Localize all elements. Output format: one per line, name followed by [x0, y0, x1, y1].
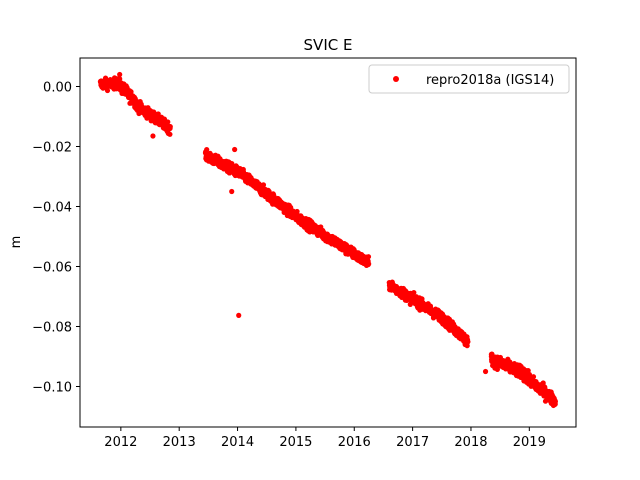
y-tick-label: 0.00: [43, 81, 72, 96]
data-point: [552, 398, 559, 405]
y-axis-label: m: [9, 236, 24, 249]
data-point: [482, 368, 489, 375]
x-tick-label: 2013: [163, 435, 196, 450]
data-point: [167, 131, 173, 137]
y-tick-label: −0.06: [32, 261, 72, 276]
y-tick-label: −0.02: [32, 141, 72, 156]
data-point: [232, 146, 238, 153]
x-tick-label: 2016: [338, 435, 371, 450]
data-points: [97, 71, 559, 409]
x-tick-label: 2015: [279, 435, 312, 450]
data-point: [204, 147, 210, 153]
data-point: [229, 188, 235, 195]
legend: repro2018a (IGS14): [368, 64, 570, 94]
y-tick-label: −0.04: [32, 201, 72, 216]
x-tick-label: 2019: [513, 435, 546, 450]
data-point: [411, 289, 417, 296]
x-tick-label: 2014: [221, 435, 254, 450]
legend-entry-label: repro2018a (IGS14): [426, 73, 554, 88]
data-point: [366, 261, 372, 267]
x-tick-label: 2018: [454, 435, 487, 450]
chart-title: SVIC E: [304, 36, 353, 54]
plot-frame: [79, 57, 577, 428]
data-point: [155, 111, 161, 117]
x-axis: 2012 2013 2014 2015 2016 2017 2018 2019: [104, 427, 546, 450]
data-point: [236, 312, 242, 318]
data-point: [365, 254, 372, 260]
x-tick-label: 2017: [396, 435, 429, 450]
data-point: [167, 124, 173, 130]
legend-box: [368, 64, 570, 94]
data-point: [104, 87, 111, 94]
y-tick-label: −0.10: [32, 381, 72, 396]
y-tick-label: −0.08: [32, 321, 72, 336]
legend-marker: [393, 76, 399, 82]
y-axis: 0.00 −0.02 −0.04 −0.06 −0.08 −0.10: [32, 81, 80, 396]
data-point: [462, 341, 468, 348]
data-point: [150, 133, 156, 139]
data-point: [165, 119, 171, 125]
data-point: [260, 182, 267, 188]
data-point: [530, 374, 537, 380]
data-point: [488, 353, 494, 360]
data-point: [117, 71, 123, 78]
x-tick-label: 2012: [104, 435, 137, 450]
data-point: [117, 76, 123, 82]
